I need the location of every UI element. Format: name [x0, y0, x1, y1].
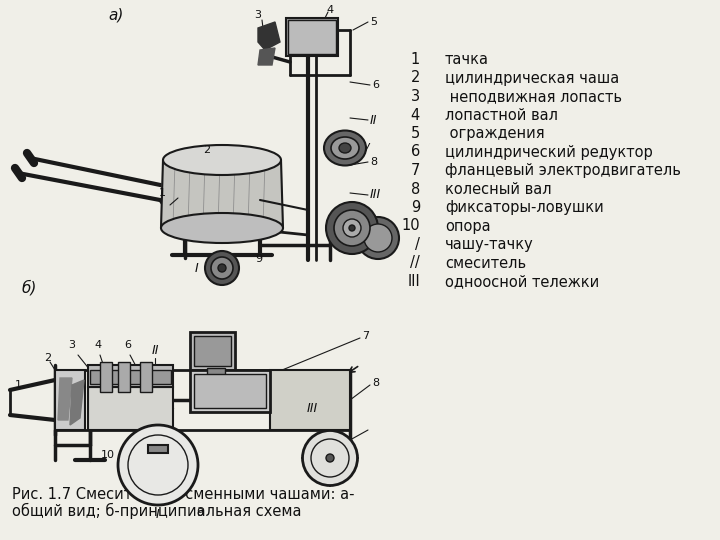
Ellipse shape: [118, 425, 198, 505]
Text: неподвижная лопасть: неподвижная лопасть: [445, 89, 622, 104]
Text: 5: 5: [410, 126, 420, 141]
Text: 10: 10: [401, 219, 420, 233]
Text: 3: 3: [411, 89, 420, 104]
Text: III: III: [408, 274, 420, 289]
Bar: [88, 387, 173, 430]
Ellipse shape: [326, 202, 378, 254]
Text: тачка: тачка: [445, 52, 489, 67]
Text: 5: 5: [370, 17, 377, 27]
Text: колесный вал: колесный вал: [445, 181, 552, 197]
Bar: [118, 362, 130, 392]
Text: 7: 7: [362, 331, 369, 341]
Text: 2: 2: [45, 353, 52, 363]
Ellipse shape: [334, 210, 370, 246]
Text: 2: 2: [203, 145, 210, 155]
Text: 8: 8: [410, 181, 420, 197]
Text: чашу-тачку: чашу-тачку: [445, 237, 534, 252]
Polygon shape: [161, 160, 283, 228]
Text: одноосной тележки: одноосной тележки: [445, 274, 599, 289]
Text: цилиндрический редуктор: цилиндрический редуктор: [445, 145, 653, 159]
Text: II: II: [151, 343, 158, 356]
Bar: [100, 362, 112, 392]
Bar: [194, 336, 231, 366]
Ellipse shape: [205, 251, 239, 285]
Bar: [190, 332, 235, 370]
Text: 8: 8: [370, 157, 377, 167]
Polygon shape: [258, 22, 280, 50]
Text: 6: 6: [125, 340, 132, 350]
Bar: [288, 20, 336, 54]
Text: I: I: [195, 261, 199, 274]
Text: общий вид; б-принципиальная схема: общий вид; б-принципиальная схема: [12, 503, 302, 519]
Ellipse shape: [326, 454, 334, 462]
Text: /: /: [365, 141, 369, 154]
Bar: [140, 362, 152, 392]
Text: фланцевый электродвигатель: фланцевый электродвигатель: [445, 163, 681, 178]
Bar: [55, 370, 85, 430]
Text: 4: 4: [326, 5, 333, 15]
Text: смеситель: смеситель: [445, 255, 526, 271]
Text: 1: 1: [410, 52, 420, 67]
Ellipse shape: [357, 217, 399, 259]
Text: 4: 4: [410, 107, 420, 123]
Text: 1: 1: [14, 380, 22, 390]
Ellipse shape: [343, 219, 361, 237]
Text: фиксаторы-ловушки: фиксаторы-ловушки: [445, 200, 604, 215]
Bar: [148, 445, 168, 453]
Text: 6: 6: [372, 80, 379, 90]
Text: 4: 4: [94, 340, 102, 350]
Bar: [190, 370, 270, 412]
Text: 1: 1: [158, 188, 166, 198]
Ellipse shape: [218, 264, 226, 272]
Polygon shape: [258, 48, 275, 65]
Text: III: III: [370, 188, 382, 201]
Ellipse shape: [349, 225, 355, 231]
Polygon shape: [70, 380, 84, 425]
Ellipse shape: [324, 131, 366, 165]
Ellipse shape: [211, 257, 233, 279]
Text: ограждения: ограждения: [445, 126, 544, 141]
Text: Рис. 1.7 Смеситель со сменными чашами: а-: Рис. 1.7 Смеситель со сменными чашами: а…: [12, 487, 354, 502]
Text: III: III: [307, 402, 318, 415]
Bar: [90, 370, 171, 384]
Bar: [207, 368, 225, 376]
Polygon shape: [58, 378, 72, 420]
Ellipse shape: [331, 137, 359, 159]
Text: 3: 3: [68, 340, 76, 350]
Text: /: /: [415, 237, 420, 252]
Bar: [88, 365, 173, 387]
Text: 9: 9: [255, 254, 262, 264]
Text: лопастной вал: лопастной вал: [445, 107, 558, 123]
Ellipse shape: [302, 430, 358, 485]
Text: опора: опора: [445, 219, 490, 233]
Bar: [194, 374, 266, 408]
Text: 6: 6: [410, 145, 420, 159]
Text: а): а): [108, 8, 123, 23]
Text: 7: 7: [410, 163, 420, 178]
Ellipse shape: [163, 145, 281, 175]
Bar: [286, 18, 338, 56]
Text: 8: 8: [372, 378, 379, 388]
Text: II: II: [370, 113, 377, 126]
Ellipse shape: [364, 224, 392, 252]
Text: //: //: [410, 255, 420, 271]
Text: I: I: [156, 508, 160, 521]
Bar: [270, 370, 350, 430]
Text: 10: 10: [101, 450, 115, 460]
Ellipse shape: [161, 213, 283, 243]
Text: 3: 3: [254, 10, 261, 20]
Ellipse shape: [339, 143, 351, 153]
Text: б): б): [22, 280, 37, 296]
Text: 9: 9: [197, 508, 204, 518]
Text: 2: 2: [410, 71, 420, 85]
Text: 9: 9: [410, 200, 420, 215]
Text: цилиндрическая чаша: цилиндрическая чаша: [445, 71, 619, 85]
